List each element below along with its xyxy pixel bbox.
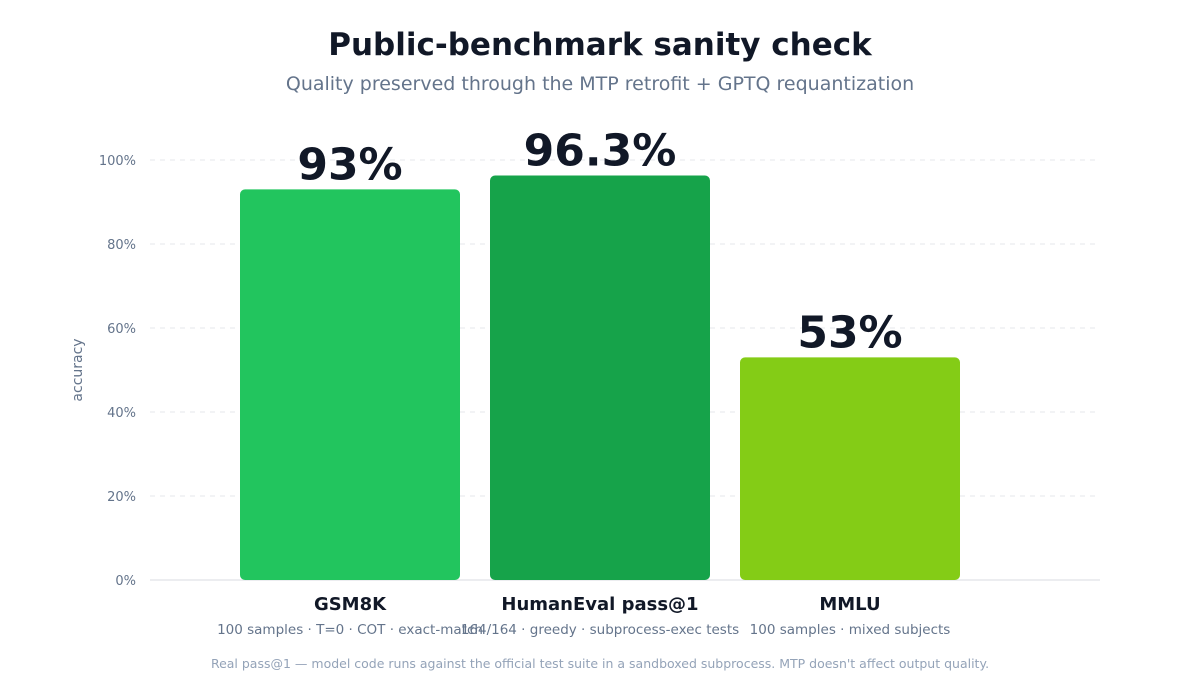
bar — [240, 189, 460, 580]
category-sublabel: 164/164 · greedy · subprocess-exec tests — [461, 622, 739, 638]
category-label: HumanEval pass@1 — [501, 594, 698, 615]
chart-subtitle: Quality preserved through the MTP retrof… — [285, 73, 915, 95]
bar-value-label: 53% — [797, 307, 902, 358]
bar-value-label: 93% — [297, 139, 402, 190]
y-tick-label: 20% — [107, 490, 136, 505]
category-label: MMLU — [819, 594, 880, 615]
bar — [490, 175, 710, 581]
bar — [740, 357, 960, 580]
y-tick-label: 80% — [107, 238, 136, 253]
category-sublabel: 100 samples · mixed subjects — [750, 622, 951, 638]
category-sublabel: 100 samples · T=0 · COT · exact-match — [217, 622, 483, 638]
y-tick-label: 40% — [107, 406, 136, 421]
y-tick-label: 60% — [107, 322, 136, 337]
bar-value-label: 96.3% — [524, 126, 677, 177]
y-axis-label: accuracy — [70, 338, 86, 401]
chart-footnote: Real pass@1 — model code runs against th… — [210, 656, 990, 671]
category-label: GSM8K — [314, 594, 387, 615]
y-tick-label: 0% — [115, 574, 136, 589]
y-tick-label: 100% — [99, 154, 136, 169]
chart-title: Public-benchmark sanity check — [328, 27, 872, 63]
